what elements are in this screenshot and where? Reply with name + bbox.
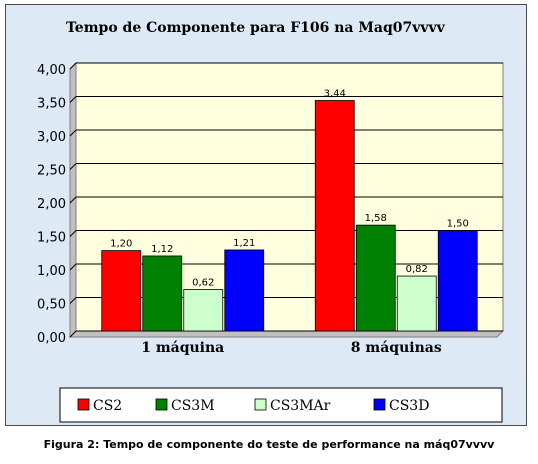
plot-top-edge	[76, 57, 509, 63]
legend-swatch-cs2	[77, 398, 90, 411]
gridline-depth	[69, 196, 77, 204]
y-tick-label: 1,00	[37, 264, 66, 279]
bar-cs3mar-1	[183, 289, 224, 332]
plot-floor	[68, 330, 505, 338]
y-tick-label: 2,00	[37, 197, 66, 212]
legend-swatch-cs3m	[155, 398, 168, 411]
legend-box	[59, 387, 503, 423]
data-label: 0,62	[192, 277, 214, 288]
gridline-depth	[69, 230, 77, 237]
bar-cs3mar-2	[396, 275, 437, 332]
y-tick-label: 3,00	[37, 130, 66, 145]
data-label: 3,44	[324, 89, 346, 100]
legend-label-cs3m: CS3M	[171, 398, 215, 414]
legend-label-cs3d: CS3D	[389, 398, 429, 414]
gridline-depth	[69, 62, 77, 70]
bar-cs2-1	[101, 250, 142, 332]
data-label: 1,20	[110, 239, 132, 250]
y-tick-label: 0,50	[37, 298, 66, 313]
data-label: 1,21	[233, 238, 255, 249]
gridline-depth	[69, 330, 77, 338]
x-category-label: 8 máquinas	[351, 340, 442, 356]
legend-swatch-cs3d	[373, 398, 386, 411]
gridline-depth	[69, 297, 77, 304]
bar-cs3m-1	[142, 255, 183, 332]
bar-cs2-2	[314, 100, 355, 332]
data-label: 1,50	[447, 219, 469, 230]
y-tick-label: 0,00	[37, 331, 66, 346]
y-tick-label: 4,00	[37, 63, 66, 78]
legend-swatch-cs3mar	[254, 398, 267, 411]
gridline-depth	[69, 96, 77, 103]
bar-cs3d-1	[224, 249, 265, 332]
y-tick-label: 3,50	[37, 97, 66, 112]
gridline-depth	[69, 263, 77, 271]
chart-title: Tempo de Componente para F106 na Maq07vv…	[66, 20, 446, 36]
figure-caption: Figura 2: Tempo de componente do teste d…	[43, 438, 495, 451]
x-category-label: 1 máquina	[141, 340, 224, 356]
y-tick-label: 2,50	[37, 164, 66, 179]
y-tick-label: 1,50	[37, 231, 66, 246]
data-label: 0,82	[406, 264, 428, 275]
data-label: 1,12	[151, 244, 173, 255]
bar-cs3m-2	[355, 224, 396, 332]
legend-label-cs2: CS2	[93, 398, 122, 414]
data-label: 1,58	[365, 213, 387, 224]
gridline-depth	[69, 163, 77, 170]
bar-cs3d-2	[437, 230, 478, 332]
gridline-depth	[69, 129, 77, 137]
legend-label-cs3mar: CS3MAr	[270, 398, 331, 414]
